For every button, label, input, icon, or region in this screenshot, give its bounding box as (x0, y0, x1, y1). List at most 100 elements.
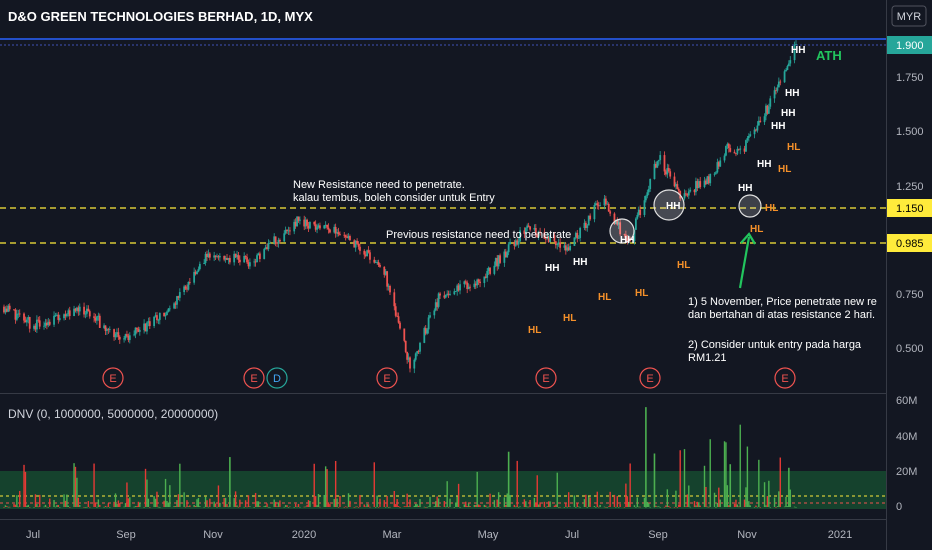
candle-body (446, 293, 449, 295)
volume-bar (413, 505, 415, 507)
candle-body (777, 81, 780, 88)
note2-line2: RM1.21 (688, 352, 727, 364)
volume-bar (236, 505, 238, 507)
volume-bar (446, 481, 448, 507)
candle-body (314, 224, 317, 230)
candle-body (667, 167, 670, 172)
candle-body (258, 253, 261, 259)
volume-bar (286, 505, 288, 507)
volume-bar (239, 499, 241, 507)
candle-body (424, 328, 427, 334)
price-scale[interactable]: MYR 1.750 1.500 1.250 0.750 0.500 1.900 … (887, 5, 932, 355)
arrow-head-icon (740, 232, 756, 245)
currency-button[interactable]: MYR (891, 5, 927, 27)
earnings-marker[interactable]: E (535, 367, 557, 389)
candle-body (124, 334, 127, 339)
volume-bar (47, 507, 50, 508)
candle-body (606, 203, 609, 205)
candle-body (3, 306, 5, 313)
candle-body (399, 322, 401, 329)
candle-body (429, 315, 431, 318)
volume-bar (646, 501, 649, 507)
candle-body (753, 129, 756, 135)
candle-body (759, 120, 762, 123)
volume-bar (726, 485, 729, 507)
candle-body (214, 255, 217, 257)
earnings-marker[interactable]: E (376, 367, 398, 389)
volume-bar (199, 506, 201, 507)
volume-bar (706, 506, 709, 508)
candle-body (14, 309, 17, 320)
volume-bar (323, 494, 325, 507)
volume-bar (397, 506, 400, 507)
candle-body (147, 321, 150, 323)
candle-body (187, 281, 190, 290)
hh-label: HH (791, 45, 805, 56)
candle-body (153, 316, 156, 327)
candle-body (486, 271, 489, 278)
time-tick: 2020 (292, 529, 316, 541)
candle-body (194, 271, 197, 274)
volume-bar (356, 506, 358, 507)
candle-body (324, 224, 327, 226)
volume-bar (693, 501, 696, 507)
time-tick: Mar (383, 529, 402, 541)
time-axis[interactable]: Jul Sep Nov 2020 Mar May Jul Sep Nov 202… (26, 529, 852, 541)
volume-bar (466, 506, 468, 507)
hl-label: HL (563, 313, 576, 324)
candle-body (496, 258, 499, 267)
candle-body (457, 285, 460, 291)
volume-bar (113, 501, 115, 507)
volume-bar (173, 506, 175, 507)
price-pane[interactable]: New Resistance need to penetrate. kalau … (0, 38, 886, 389)
candle-body (657, 160, 660, 162)
candle-body (186, 288, 188, 290)
volume-bar (176, 500, 178, 507)
volume-bar (705, 486, 707, 507)
volume-bar (645, 506, 647, 508)
volume-bar (665, 505, 667, 507)
volume-bar (373, 462, 375, 507)
volume-bar (746, 446, 749, 507)
volume-scale[interactable]: 60M 40M 20M 0 (896, 395, 917, 513)
volume-bar (655, 505, 657, 507)
price-tick: 0.750 (896, 289, 924, 301)
volume-pane[interactable]: DNV (0, 1000000, 5000000, 20000000) (0, 407, 886, 509)
candle-body (93, 316, 95, 318)
candle-body (436, 302, 439, 307)
volume-bar (778, 491, 780, 507)
volume-bar (87, 501, 90, 507)
volume-bar (343, 506, 345, 508)
earnings-marker[interactable]: E (774, 367, 796, 389)
volume-bar (256, 501, 258, 507)
volume-bar (536, 475, 538, 507)
volume-bar (789, 489, 791, 507)
hh-label: HH (573, 257, 587, 268)
candle-body (466, 282, 469, 290)
candle-body (343, 234, 346, 236)
volume-bar (527, 506, 530, 508)
candle-body (58, 318, 61, 320)
volume-bar (339, 495, 341, 507)
dividend-marker[interactable]: D (266, 367, 288, 389)
hl-label: HL (635, 288, 648, 299)
earnings-marker[interactable]: E (102, 367, 124, 389)
candle-body (489, 267, 491, 274)
volume-spike-bar (653, 453, 656, 507)
candle-body (66, 314, 68, 317)
volume-bar (656, 506, 659, 508)
candle-body (359, 246, 361, 251)
volume-bar (399, 507, 401, 508)
time-tick: Nov (737, 529, 757, 541)
volume-bar (317, 494, 320, 507)
volume-bar (766, 496, 769, 507)
candle-body (546, 237, 549, 240)
earnings-marker[interactable]: E (243, 367, 265, 389)
candle-body (685, 193, 687, 195)
candle-body (659, 155, 662, 161)
earnings-marker[interactable]: E (639, 367, 661, 389)
volume-bar (59, 506, 61, 508)
candle-body (717, 162, 720, 167)
volume-bar (673, 506, 676, 508)
